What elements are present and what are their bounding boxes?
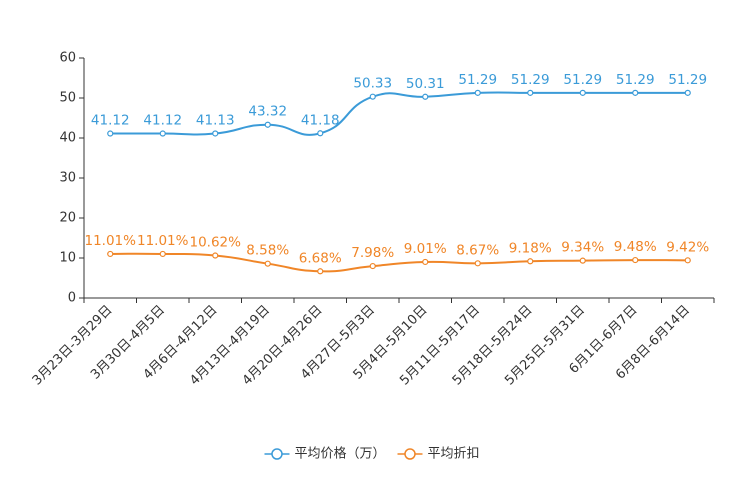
data-point-avg-discount (317, 268, 324, 275)
data-point-avg-price (317, 130, 324, 137)
data-label-avg-price: 43.32 (248, 104, 287, 120)
data-label-avg-price: 51.29 (616, 72, 655, 88)
legend-label: 平均折扣 (428, 447, 480, 462)
y-tick-label: 60 (59, 51, 76, 66)
data-point-avg-price (579, 89, 586, 96)
y-tick-label: 20 (59, 211, 76, 226)
data-point-avg-price (107, 130, 114, 137)
data-label-avg-price: 41.13 (196, 112, 235, 128)
data-point-avg-price (369, 93, 376, 100)
legend-item-avg-price[interactable]: 平均价格（万） (264, 446, 386, 462)
data-label-avg-price: 51.29 (511, 72, 550, 88)
data-point-avg-discount (264, 260, 271, 267)
data-label-avg-discount: 8.58% (246, 243, 289, 259)
data-label-avg-discount: 9.34% (561, 240, 604, 256)
data-point-avg-discount (684, 257, 691, 264)
series-layer: 41.12 41.12 41.13 43.32 41.18 50.33 50.31 51.29… (85, 72, 709, 275)
data-label-avg-discount: 6.68% (299, 250, 342, 266)
data-point-avg-discount (632, 256, 639, 264)
series-avg-discount: 11.01% 11.01% 10.62%8.58% 6.68% 7.98% 9.01% 8.… (85, 233, 709, 275)
data-point-avg-discount (369, 262, 376, 270)
data-point-avg-discount (527, 258, 534, 265)
data-label-avg-price: 41.12 (91, 113, 130, 129)
data-point-avg-price (474, 89, 481, 96)
data-label-avg-discount: 7.98% (351, 245, 394, 261)
legend-item-avg-discount[interactable]: 平均折扣 (397, 447, 480, 462)
data-label-avg-discount: 10.62% (190, 235, 242, 251)
data-label-avg-discount: 11.01% (85, 233, 137, 249)
data-point-avg-price (422, 93, 429, 100)
data-point-avg-discount (159, 250, 166, 258)
data-point-avg-discount (579, 257, 586, 264)
data-label-avg-price: 50.33 (353, 76, 392, 92)
data-label-avg-price: 51.29 (563, 72, 602, 88)
data-label-avg-discount: 11.01% (137, 233, 189, 249)
data-label-avg-discount: 9.42% (666, 239, 709, 255)
legend-label: 平均价格（万） (294, 446, 385, 462)
y-tick-label: 30 (59, 171, 76, 186)
data-point-avg-price (212, 130, 219, 137)
data-point-avg-discount (107, 250, 114, 258)
data-label-avg-discount: 9.01% (404, 241, 447, 257)
data-label-avg-discount: 9.18% (509, 240, 552, 256)
data-point-avg-price (264, 121, 271, 128)
data-point-avg-price (159, 130, 166, 137)
series-line-avg-discount (110, 252, 688, 273)
data-point-avg-discount (212, 252, 219, 259)
data-label-avg-price: 41.18 (301, 112, 340, 128)
data-label-avg-price: 51.29 (668, 72, 707, 88)
data-label-avg-discount: 8.67% (456, 242, 499, 258)
data-label-avg-price: 50.31 (406, 76, 445, 92)
y-tick-label: 40 (59, 131, 76, 146)
data-point-avg-discount (422, 258, 429, 266)
axes: 01020304050603月23日-3月29日3月30日-4月5日4月6日-4… (30, 51, 715, 388)
data-point-avg-price (527, 89, 534, 96)
data-point-avg-price (632, 89, 639, 96)
data-label-avg-price: 41.12 (143, 113, 182, 129)
y-tick-label: 10 (59, 251, 76, 266)
data-label-avg-price: 51.29 (458, 72, 497, 88)
data-label-avg-discount: 9.48% (614, 239, 657, 255)
legend: 平均价格（万） 平均折扣 (264, 446, 480, 462)
y-tick-label: 50 (59, 91, 76, 106)
data-point-avg-price (684, 89, 691, 96)
data-point-avg-discount (474, 260, 481, 267)
legend-circle-icon (271, 448, 283, 460)
legend-circle-icon (404, 448, 416, 460)
y-tick-label: 0 (68, 291, 76, 306)
series-avg-price: 41.12 41.12 41.13 43.32 41.18 50.33 50.31 51.29… (91, 72, 707, 137)
